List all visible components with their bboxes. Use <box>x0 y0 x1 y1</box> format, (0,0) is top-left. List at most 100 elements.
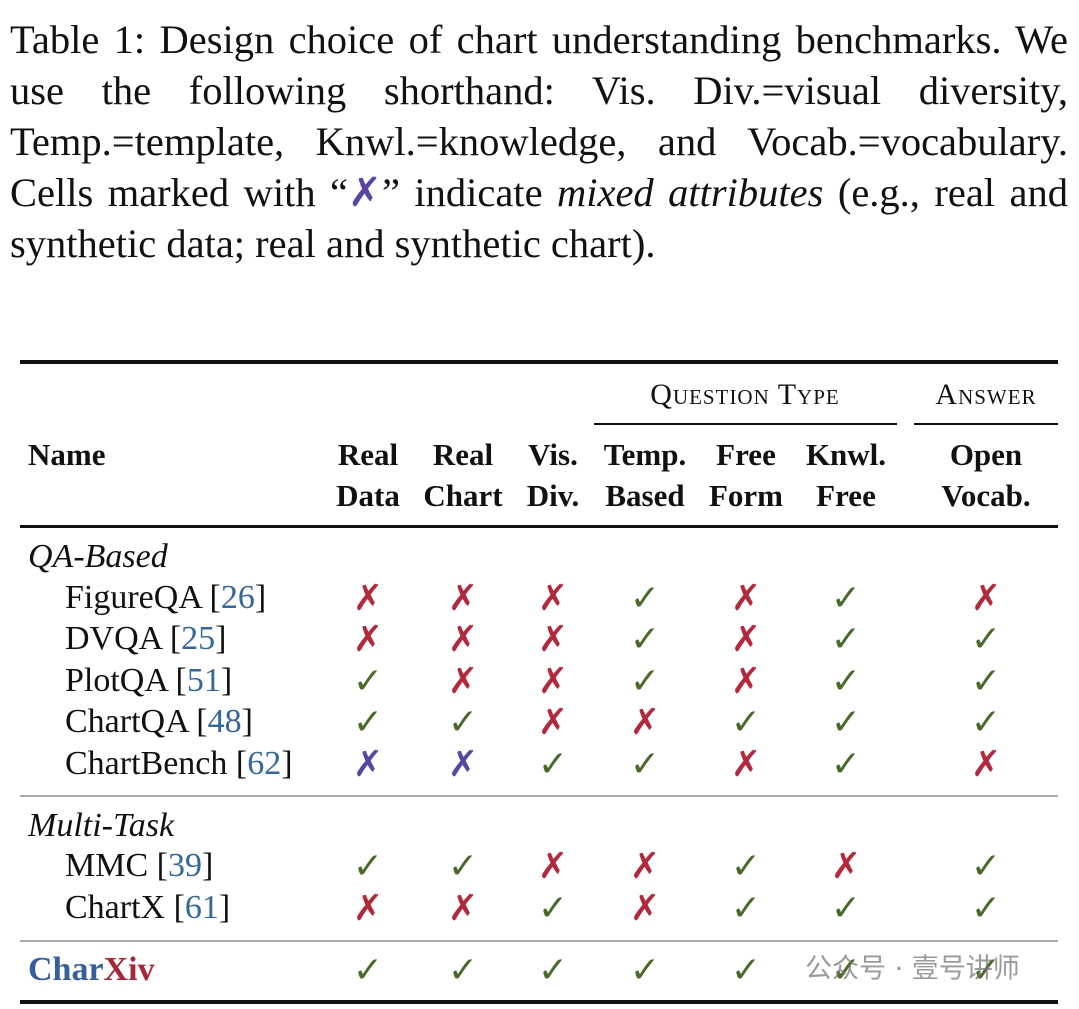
row-name-part: MMC <box>65 847 149 884</box>
row-name-part: 62 <box>247 745 282 782</box>
row-name-part: 25 <box>181 620 216 657</box>
cell-mark: ✓ <box>730 888 762 928</box>
cell-mark: ✓ <box>970 661 1002 701</box>
row-name: DVQA [25] <box>65 620 227 658</box>
cell-mark: ✗ <box>537 619 569 659</box>
ours-name-part: Xiv <box>103 951 155 988</box>
row-name-part: PlotQA <box>65 662 168 699</box>
cell-mark: ✓ <box>830 744 862 784</box>
cell-mark: ✓ <box>447 846 479 886</box>
cell-mark: ✗ <box>629 846 661 886</box>
row-name: FigureQA [26] <box>65 579 266 617</box>
column-header: Vis. <box>528 437 578 472</box>
row-name-part: [ <box>209 579 221 616</box>
row-name-part: 61 <box>184 889 219 926</box>
cell-mark: ✗ <box>447 578 479 618</box>
column-header: Real <box>432 437 494 472</box>
cell-mark: ✗ <box>730 578 762 618</box>
caption: Table 1: Design choice of chart understa… <box>10 14 1068 269</box>
cell-mark: ✓ <box>447 702 479 742</box>
cell-mark: ✓ <box>447 950 479 990</box>
row-name: MMC [39] <box>65 847 213 885</box>
cell-mark: ✓ <box>830 619 862 659</box>
cell-mark: ✗ <box>352 888 384 928</box>
cell-mark: ✓ <box>537 950 569 990</box>
cell-mark: ✓ <box>730 846 762 886</box>
cell-mark: ✗ <box>629 702 661 742</box>
cell-mark: ✓ <box>352 661 384 701</box>
section-title: QA-Based <box>28 538 168 575</box>
group-header: Question Type <box>650 378 840 411</box>
row-name: PlotQA [51] <box>65 662 232 700</box>
cell-mark: ✗ <box>537 578 569 618</box>
watermark: 公众号 · 壹号讲师 <box>805 953 1020 985</box>
cell-mark: ✓ <box>830 888 862 928</box>
row-name-part: ] <box>215 620 227 657</box>
row-name-part: 39 <box>167 847 202 884</box>
row-name-part: [ <box>156 847 168 884</box>
row-name-part: [ <box>196 703 208 740</box>
cell-mark: ✗ <box>730 744 762 784</box>
caption-text: ” indicate <box>381 170 557 215</box>
cell-mark: ✓ <box>970 888 1002 928</box>
cell-mark: ✓ <box>970 619 1002 659</box>
cell-mark: ✗ <box>447 744 479 784</box>
cell-mark: ✗ <box>970 744 1002 784</box>
column-header: Div. <box>526 478 580 513</box>
cell-mark: ✓ <box>830 702 862 742</box>
column-header: Based <box>605 478 685 513</box>
cell-mark: ✓ <box>629 661 661 701</box>
bottom-rule <box>20 1000 1058 1004</box>
row-name-part: [ <box>235 745 248 782</box>
row-name: ChartX [61] <box>65 889 230 927</box>
cell-mark: ✓ <box>830 661 862 701</box>
row-name-part: ChartX <box>65 889 166 926</box>
cell-mark: ✗ <box>970 578 1002 618</box>
cell-mark: ✓ <box>629 619 661 659</box>
header-rule <box>20 525 1058 528</box>
ours-name: CharXiv <box>28 951 155 989</box>
cell-mark: ✓ <box>629 950 661 990</box>
section-rule <box>20 795 1058 797</box>
cell-mark: ✗ <box>352 744 384 784</box>
cell-mark: ✓ <box>830 578 862 618</box>
column-header: Knwl. <box>805 437 887 472</box>
cell-mark: ✓ <box>352 950 384 990</box>
row-name-part: ] <box>218 889 231 926</box>
cell-mark: ✗ <box>537 702 569 742</box>
cell-mark: ✓ <box>970 950 1002 990</box>
column-header: Free <box>816 478 876 513</box>
cell-mark: ✗ <box>730 661 762 701</box>
section-title: Multi-Task <box>28 807 175 844</box>
row-name-part: ] <box>254 579 267 616</box>
row-name-part: 48 <box>207 703 242 740</box>
caption-text: Design choice of chart understanding ben… <box>10 17 1069 215</box>
cell-mark: ✗ <box>537 661 569 701</box>
row-name-part: 26 <box>220 579 255 616</box>
cell-mark: ✓ <box>537 888 569 928</box>
row-name-part: ] <box>201 847 214 884</box>
row-name-part: ] <box>241 703 253 740</box>
cell-mark: ✓ <box>970 846 1002 886</box>
row-name: ChartBench [62] <box>65 745 293 783</box>
group-rule <box>914 423 1058 425</box>
cell-mark: ✗ <box>730 619 762 659</box>
section-rule <box>20 940 1058 942</box>
caption-mark: ✗ <box>348 170 382 215</box>
ours-name-part: Char <box>28 951 104 988</box>
cell-mark: ✗ <box>447 619 479 659</box>
row-name-part: [ <box>173 889 185 926</box>
column-header: Name <box>28 437 106 472</box>
cell-mark: ✗ <box>447 661 479 701</box>
column-header: Temp. <box>603 437 687 472</box>
cell-mark: ✗ <box>447 888 479 928</box>
cell-mark: ✗ <box>629 888 661 928</box>
row-name-part: [ <box>175 662 187 699</box>
row-name-part: ChartBench <box>65 745 228 782</box>
row-name-part: ] <box>220 662 233 699</box>
cell-mark: ✓ <box>830 950 862 990</box>
row-name-part: ChartQA <box>65 703 188 740</box>
cell-mark: ✗ <box>352 619 384 659</box>
row-name-part: FigureQA <box>65 579 201 616</box>
